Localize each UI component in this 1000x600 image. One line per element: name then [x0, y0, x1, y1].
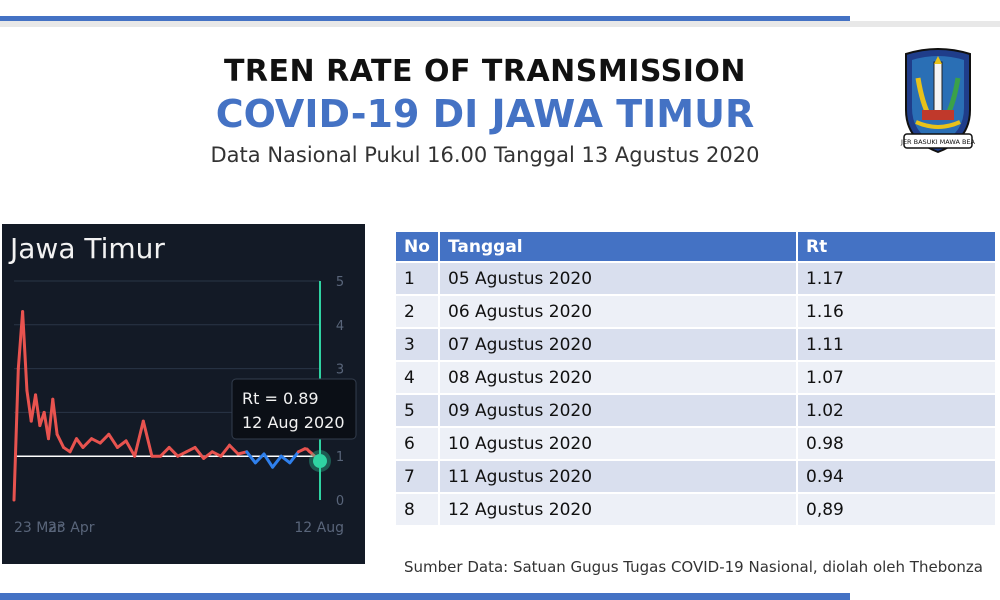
cell-tanggal: 10 Agustus 2020 — [440, 428, 798, 459]
series-segment — [34, 393, 42, 428]
series-segment — [253, 452, 266, 465]
cell-rt: 1.11 — [798, 329, 997, 360]
cell-tanggal: 05 Agustus 2020 — [440, 263, 798, 294]
x-tick-label: 23 Apr — [48, 520, 95, 536]
series-segment — [176, 450, 188, 458]
series-segment — [133, 419, 145, 458]
series-segment — [262, 452, 275, 469]
cell-rt: 0.94 — [798, 461, 997, 492]
cell-rt: 0,89 — [798, 494, 997, 525]
cell-no: 8 — [396, 494, 440, 525]
series-segment — [193, 445, 206, 460]
cell-no: 6 — [396, 428, 440, 459]
cell-tanggal: 11 Agustus 2020 — [440, 461, 798, 492]
series-segment — [12, 367, 20, 502]
cell-rt: 1.17 — [798, 263, 997, 294]
cell-tanggal: 06 Agustus 2020 — [440, 296, 798, 327]
series-segment — [219, 443, 231, 458]
x-tick-label: 12 Aug — [294, 520, 344, 536]
tooltip-value: Rt = 0.89 — [242, 389, 319, 408]
series-segment — [74, 437, 85, 449]
series-segment — [90, 437, 102, 445]
column-header-tanggal: Tanggal — [440, 232, 798, 261]
series-segment — [279, 454, 292, 465]
y-tick-label: 1 — [336, 450, 344, 465]
series-segment — [210, 450, 223, 458]
chart-title: Jawa Timur — [10, 232, 165, 265]
province-emblem-icon: JER BASUKI MAWA BEA — [900, 48, 976, 154]
series-segment — [68, 437, 78, 454]
series-segment — [288, 450, 300, 465]
series-segment — [81, 437, 94, 449]
page-title-region: COVID-19 DI JAWA TIMUR — [215, 92, 755, 136]
rt-table: No Tanggal Rt 1 05 Agustus 2020 1.17 2 0… — [396, 230, 997, 527]
tooltip-box — [231, 378, 357, 440]
series-segment — [51, 397, 59, 436]
x-tick-label: 23 Mar — [14, 520, 63, 536]
page-title: TREN RATE OF TRANSMISSION — [223, 54, 747, 89]
y-tick-label: 3 — [336, 363, 344, 378]
cell-tanggal: 07 Agustus 2020 — [440, 329, 798, 360]
series-segment — [21, 310, 29, 392]
table-row: 6 10 Agustus 2020 0.98 — [396, 428, 997, 459]
cell-no: 3 — [396, 329, 440, 360]
emblem-banner-text: JER BASUKI MAWA BEA — [900, 138, 975, 146]
series-segment — [202, 450, 214, 460]
series-segment — [227, 443, 240, 456]
top-accent-bar — [0, 16, 850, 21]
cell-rt: 1.16 — [798, 296, 997, 327]
table-row: 1 05 Agustus 2020 1.17 — [396, 263, 997, 294]
y-tick-label: 5 — [336, 275, 344, 290]
table-header-row: No Tanggal Rt — [396, 232, 997, 261]
source-note: Sumber Data: Satuan Gugus Tugas COVID-19… — [404, 558, 983, 576]
y-tick-label: 4 — [336, 319, 344, 334]
column-header-rt: Rt — [798, 232, 997, 261]
table-row: 7 11 Agustus 2020 0.94 — [396, 461, 997, 492]
top-strip — [0, 21, 1000, 27]
table-row: 2 06 Agustus 2020 1.16 — [396, 296, 997, 327]
series-segment — [124, 439, 137, 458]
series-segment — [184, 445, 197, 454]
table-row: 8 12 Agustus 2020 0,89 — [396, 494, 997, 525]
series-segment — [167, 445, 180, 458]
y-tick-label: 0 — [336, 494, 344, 509]
cell-rt: 1.02 — [798, 395, 997, 426]
cell-rt: 0.98 — [798, 428, 997, 459]
cell-no: 7 — [396, 461, 440, 492]
cell-no: 4 — [396, 362, 440, 393]
series-segment — [55, 432, 66, 449]
series-segment — [98, 432, 111, 445]
table-row: 3 07 Agustus 2020 1.11 — [396, 329, 997, 360]
current-point-marker — [313, 454, 327, 469]
series-segment — [25, 389, 33, 423]
series-segment — [115, 439, 128, 449]
series-segment — [271, 454, 283, 469]
cell-no: 5 — [396, 395, 440, 426]
cell-no: 1 — [396, 263, 440, 294]
table-row: 4 08 Agustus 2020 1.07 — [396, 362, 997, 393]
series-segment — [245, 450, 257, 465]
column-header-no: No — [396, 232, 440, 261]
cell-tanggal: 08 Agustus 2020 — [440, 362, 798, 393]
series-segment — [141, 419, 154, 458]
cell-rt: 1.07 — [798, 362, 997, 393]
bottom-accent-bar — [0, 593, 850, 600]
series-segment — [107, 432, 119, 449]
tooltip-date: 12 Aug 2020 — [242, 413, 345, 432]
page-subtitle: Data Nasional Pukul 16.00 Tanggal 13 Agu… — [210, 143, 760, 167]
series-segment — [46, 397, 55, 441]
cell-no: 2 — [396, 296, 440, 327]
cell-tanggal: 12 Agustus 2020 — [440, 494, 798, 525]
series-segment — [159, 445, 171, 458]
table-row: 5 09 Agustus 2020 1.02 — [396, 395, 997, 426]
cell-tanggal: 09 Agustus 2020 — [440, 395, 798, 426]
